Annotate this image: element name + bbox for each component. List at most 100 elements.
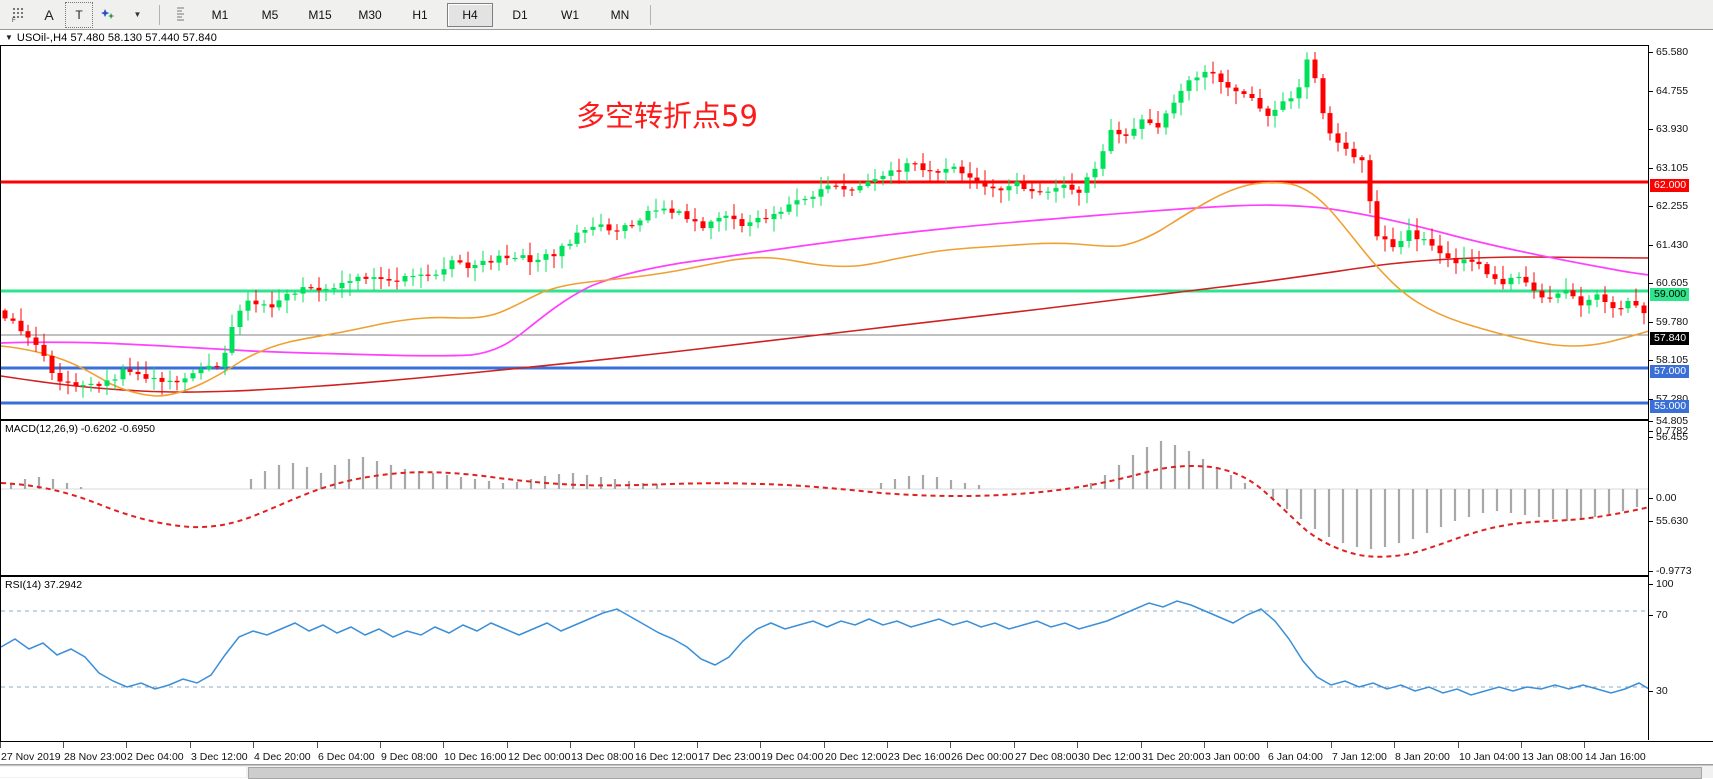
time-axis-label: 27 Dec 08:00 [1015,751,1078,763]
time-axis-mark [507,742,508,748]
time-axis-label: 14 Jan 16:00 [1585,751,1646,763]
time-axis-label: 12 Dec 00:00 [508,751,571,763]
timeframe-m15[interactable]: M15 [308,7,332,22]
axis-tick: 61.430 [1656,239,1689,251]
price-label-57: 57.000 [1650,365,1690,378]
rsi-pane-title: RSI(14) 37.2942 [5,579,83,591]
axis-tick: 54.805 [1656,415,1689,427]
timeframe-h4[interactable]: H4 [447,2,493,27]
time-axis-mark [697,742,698,748]
time-axis-label: 2 Dec 04:00 [127,751,184,763]
axis-tick-row: 55.630 [1649,515,1713,527]
chart-annotation-text: 多空转折点59 [576,99,758,133]
time-axis-label: 7 Jan 12:00 [1332,751,1387,763]
time-axis-label: 30 Dec 12:00 [1078,751,1141,763]
time-axis-label: 17 Dec 23:00 [698,751,761,763]
price-axis[interactable]: 65.580 64.755 63.930 63.105 62.255 61.43… [1648,45,1713,740]
price-label-62: 62.000 [1650,179,1690,192]
time-axis-label: 6 Dec 04:00 [318,751,375,763]
time-axis-mark [824,742,825,748]
scrollbar-thumb[interactable] [248,767,1702,779]
time-axis-mark [887,742,888,748]
time-axis-label: 26 Dec 00:00 [951,751,1014,763]
text-box-icon[interactable]: T [65,1,93,28]
time-axis-label: 6 Jan 04:00 [1268,751,1323,763]
axis-tick: 56.455 [1656,431,1689,443]
objects-icon[interactable] [95,2,123,28]
time-axis-divider [0,764,1713,765]
macd-signal-line [1,465,1649,558]
macd-axis-tick: 0.00 [1656,492,1677,504]
timeframe-m1[interactable]: M1 [211,7,229,22]
macd-axis-tick: -0.9773 [1656,565,1692,577]
time-axis-mark [1331,742,1332,748]
timeframe-d1[interactable]: D1 [512,7,528,22]
time-axis-label: 10 Jan 04:00 [1459,751,1520,763]
axis-tick: 58.105 [1656,354,1689,366]
time-axis-mark [190,742,191,748]
price-chart-pane[interactable]: 多空转折点59 [0,45,1649,420]
time-axis-mark [253,742,254,748]
price-label-55: 55.000 [1650,400,1690,413]
rsi-axis-tick: 70 [1656,609,1668,621]
time-axis-mark [126,742,127,748]
horizontal-scrollbar[interactable] [0,765,1713,779]
candlestick-series [2,52,1647,398]
macd-pane-title: MACD(12,26,9) -0.6202 -0.6950 [5,423,155,435]
toolbar-grip [0,4,4,26]
time-axis-label: 19 Dec 04:00 [761,751,824,763]
price-chart-svg [1,180,1649,405]
timeframe-h1[interactable]: H1 [412,7,428,22]
time-axis-mark [1204,742,1205,748]
chart-menu-arrow-icon[interactable]: ▼ [5,33,13,42]
time-axis-mark [1077,742,1078,748]
time-axis-mark [380,742,381,748]
ma-mid-line [1,204,1649,357]
axis-tick: 64.755 [1656,85,1689,97]
macd-pane[interactable]: MACD(12,26,9) -0.6202 -0.6950 [0,420,1649,576]
time-axis-label: 9 Dec 08:00 [381,751,438,763]
scrollbar-track-left[interactable] [0,767,246,777]
macd-histogram [9,441,1639,549]
ma-slow-line [1,256,1649,393]
svg-text:F: F [12,18,16,22]
text-label-icon[interactable]: A [44,6,54,23]
axis-tick: 60.605 [1656,277,1689,289]
rsi-axis-tick: 100 [1656,578,1674,590]
macd-svg [1,441,1649,558]
time-axis-mark [1267,742,1268,748]
time-axis-mark [760,742,761,748]
axis-tick: 59.780 [1656,316,1689,328]
chevron-down-icon[interactable]: ▼ [133,10,142,19]
time-axis-mark [1584,742,1585,748]
time-axis-mark [1014,742,1015,748]
timeframe-m5[interactable]: M5 [261,7,279,22]
timeframe-mn[interactable]: MN [610,7,630,22]
axis-tick: 62.255 [1656,200,1689,212]
symbol-info-bar: ▼ USOil-,H4 57.480 58.130 57.440 57.840 [0,30,1713,45]
axis-tick: 63.930 [1656,123,1689,135]
time-axis-label: 4 Dec 20:00 [254,751,311,763]
axis-tick: 65.580 [1656,46,1689,58]
rsi-pane[interactable]: RSI(14) 37.2942 [0,576,1649,742]
toolbar-divider-2 [650,4,651,25]
toolbar-divider [159,4,160,25]
time-axis-label: 13 Dec 08:00 [571,751,634,763]
rsi-line [1,600,1649,696]
rsi-svg [1,600,1649,696]
time-axis-mark [1394,742,1395,748]
time-axis-label: 8 Jan 20:00 [1395,751,1450,763]
symbol-ohlc-text: USOil-,H4 57.480 58.130 57.440 57.840 [16,31,217,44]
timeframe-m30[interactable]: M30 [358,7,382,22]
time-axis-label: 10 Dec 16:00 [444,751,507,763]
timeframe-w1[interactable]: W1 [561,7,579,22]
time-axis-mark [443,742,444,748]
time-axis-mark [634,742,635,748]
time-axis[interactable]: 27 Nov 2019 28 Nov 23:00 2 Dec 04:00 3 Dec … [0,741,1713,778]
ma-fast-line [1,181,1649,397]
time-axis-mark [0,742,1,748]
time-axis-mark [1521,742,1522,748]
time-axis-label: 16 Dec 12:00 [635,751,698,763]
crosshair-grid-icon[interactable]: F [5,2,33,28]
